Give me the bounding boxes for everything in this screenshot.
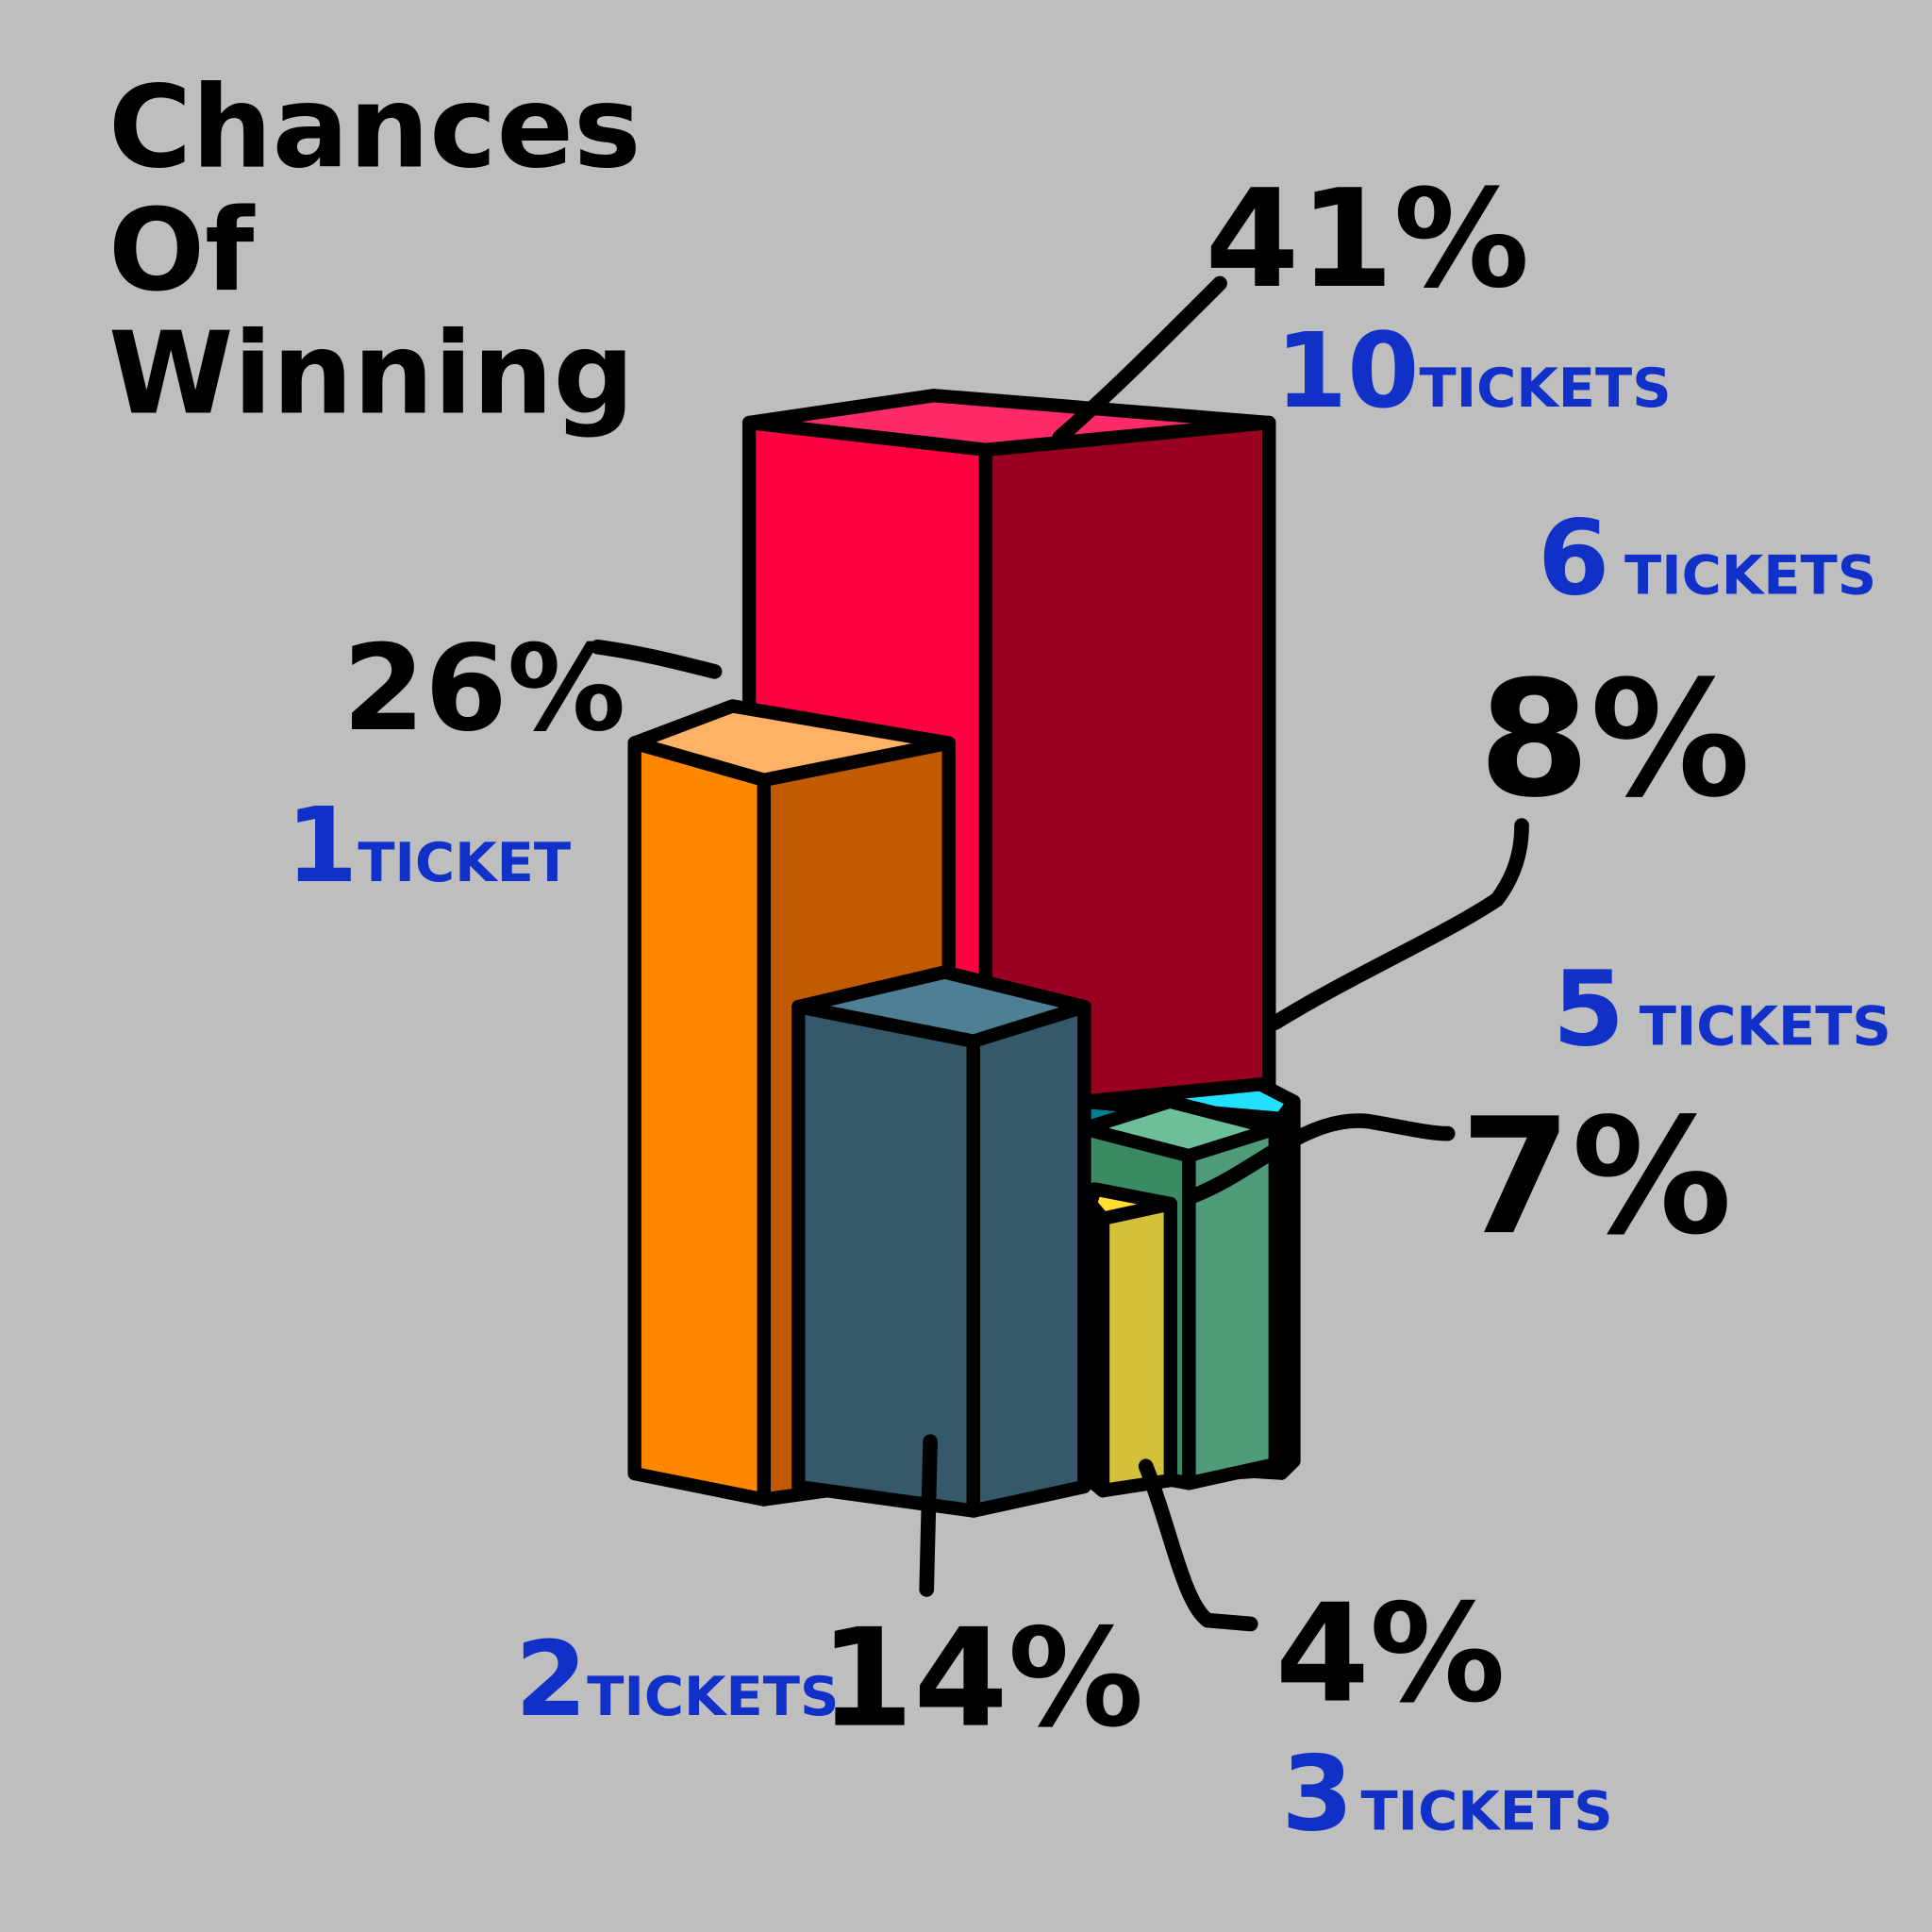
data-labels: 41% 26% 14% 8% 7% 4% — [342, 160, 1750, 1757]
category-label-10-tickets: 10TICKETS — [1275, 310, 1672, 431]
bar-top-face — [1083, 1182, 1177, 1225]
leader-line-41 — [1052, 275, 1227, 445]
bar-right-face — [1274, 1094, 1301, 1480]
category-label-2-tickets: 2TICKETS — [515, 1619, 839, 1740]
data-label-10-tickets: 41% — [1205, 160, 1529, 318]
leader-line-8 — [1267, 818, 1529, 1030]
bar-top-face — [791, 965, 1091, 1048]
bar-top-face — [627, 699, 956, 787]
bar-left-face — [627, 736, 771, 1507]
chart-title: Chances Of Winning — [108, 61, 641, 440]
data-label-5-tickets: 7% — [1460, 1084, 1732, 1271]
leader-line-26 — [590, 639, 723, 679]
title-line-1: Chances — [108, 61, 641, 193]
title-line-2: Of — [108, 185, 256, 317]
title-line-3: Winning — [108, 308, 635, 441]
bar-3-tickets — [1083, 1182, 1177, 1498]
category-labels: 10TICKETS 1TICKET 2TICKETS 6 TICKETS 5 TIC… — [286, 310, 1891, 1855]
category-label-6-tickets: 6 TICKETS — [1538, 498, 1876, 619]
category-label-1-ticket: 1TICKET — [286, 785, 571, 906]
bar-left-face — [791, 999, 981, 1518]
data-label-6-tickets: 8% — [1478, 646, 1750, 833]
data-label-1-ticket: 26% — [342, 620, 625, 758]
bar-right-face — [1095, 1196, 1177, 1498]
data-label-2-tickets: 14% — [820, 1600, 1144, 1757]
bars — [627, 389, 1301, 1518]
category-label-3-tickets: 3 TICKETS — [1281, 1734, 1612, 1855]
leader-line-7 — [1188, 1113, 1456, 1203]
leader-lines — [590, 275, 1529, 1632]
leader-line-4 — [1138, 1458, 1258, 1632]
bar-2-tickets — [791, 965, 1091, 1518]
leader-line-14 — [919, 1434, 938, 1597]
category-label-5-tickets: 5 TICKETS — [1553, 949, 1891, 1070]
bar-top-face — [741, 389, 1276, 457]
data-label-3-tickets: 4% — [1275, 1574, 1506, 1732]
bar-top-face — [1077, 1094, 1283, 1163]
bar-right-face — [966, 999, 1091, 1518]
